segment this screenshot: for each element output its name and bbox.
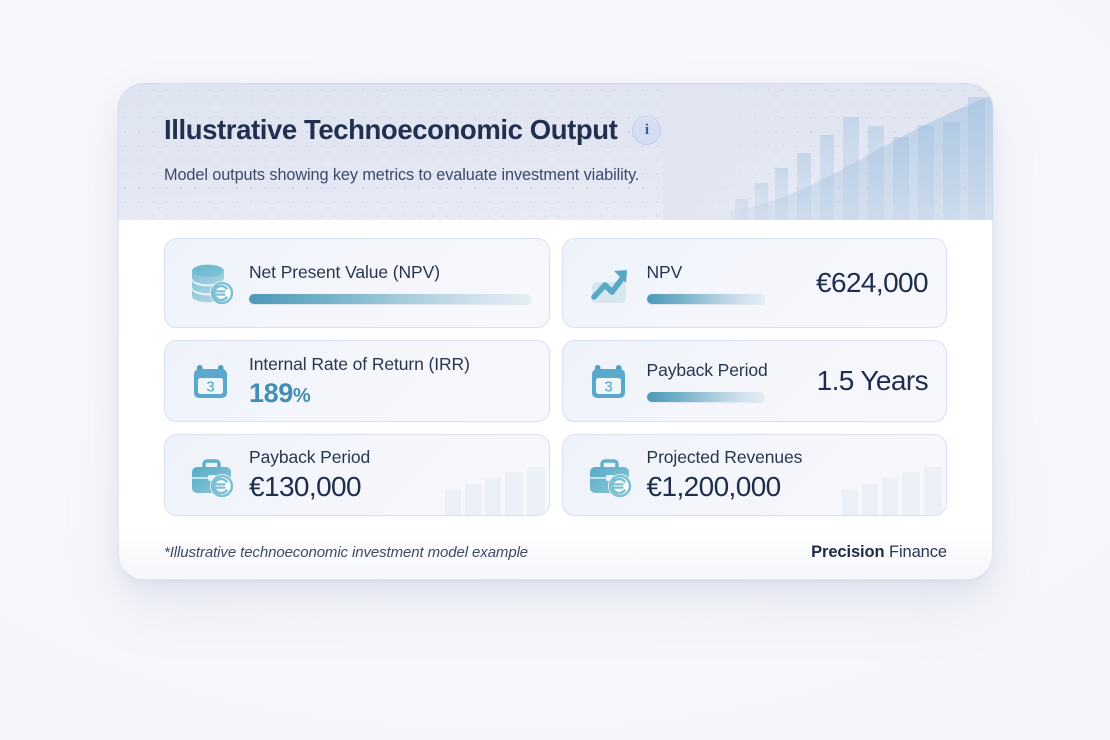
metric-progress-bar <box>249 294 531 304</box>
metric-value: €1,200,000 <box>646 471 782 502</box>
brand-logo: Precision Finance <box>811 543 947 562</box>
card-footer: *Illustrative technoeconomic investment … <box>118 524 993 580</box>
svg-text:3: 3 <box>604 379 612 396</box>
brand-name-bold: Precision <box>811 542 885 561</box>
metric-card-payback-amount[interactable]: Payback Period €130,000 <box>164 434 550 516</box>
coin-stack-euro-icon <box>185 256 239 310</box>
calendar-3-icon: 3 <box>583 354 637 408</box>
trending-up-icon <box>583 256 637 310</box>
metric-label: Net Present Value (NPV) <box>249 262 440 282</box>
technoeconomic-output-card: Illustrative Technoeconomic Output i Mod… <box>118 83 993 580</box>
brand-name-rest: Finance <box>884 542 947 561</box>
metric-card-npv-full[interactable]: Net Present Value (NPV) <box>164 238 550 328</box>
briefcase-euro-icon <box>583 448 637 502</box>
metric-label: Projected Revenues <box>646 447 803 467</box>
footnote: *Illustrative technoeconomic investment … <box>164 543 529 561</box>
metric-card-projected-revenues[interactable]: Projected Revenues €1,200,000 <box>561 434 947 516</box>
metric-label: NPV <box>646 262 683 282</box>
calendar-3-icon: 3 <box>185 354 239 408</box>
card-header: Illustrative Technoeconomic Output i Mod… <box>118 83 993 220</box>
metrics-grid: Net Present Value (NPV) <box>164 238 947 516</box>
metric-value: €624,000 <box>816 267 929 298</box>
metric-progress-bar <box>646 294 765 304</box>
metric-value-unit: % <box>292 384 311 407</box>
metric-value: 1.5 Years <box>816 365 929 396</box>
svg-text:3: 3 <box>206 379 214 396</box>
metric-card-npv-value[interactable]: NPV €624,000 <box>561 238 947 328</box>
metric-label: Payback Period <box>646 360 768 380</box>
page-title: Illustrative Technoeconomic Output <box>164 114 618 145</box>
metric-card-payback-period[interactable]: 3 Payback Period 1.5 Years <box>561 340 947 422</box>
metric-value: €130,000 <box>249 471 362 502</box>
page-subtitle: Model outputs showing key metrics to eva… <box>164 166 640 184</box>
metric-progress-bar <box>646 392 765 402</box>
metric-value-number: 189 <box>249 377 293 408</box>
metrics-body: Net Present Value (NPV) <box>118 220 993 516</box>
metric-label: Payback Period <box>249 447 371 467</box>
briefcase-euro-icon <box>185 448 239 502</box>
info-icon[interactable]: i <box>632 115 662 145</box>
metric-card-irr[interactable]: 3 Internal Rate of Return (IRR) 189% <box>164 340 550 422</box>
metric-value: 189% <box>249 378 531 409</box>
title-row: Illustrative Technoeconomic Output i <box>164 114 993 146</box>
metric-label: Internal Rate of Return (IRR) <box>249 353 470 374</box>
